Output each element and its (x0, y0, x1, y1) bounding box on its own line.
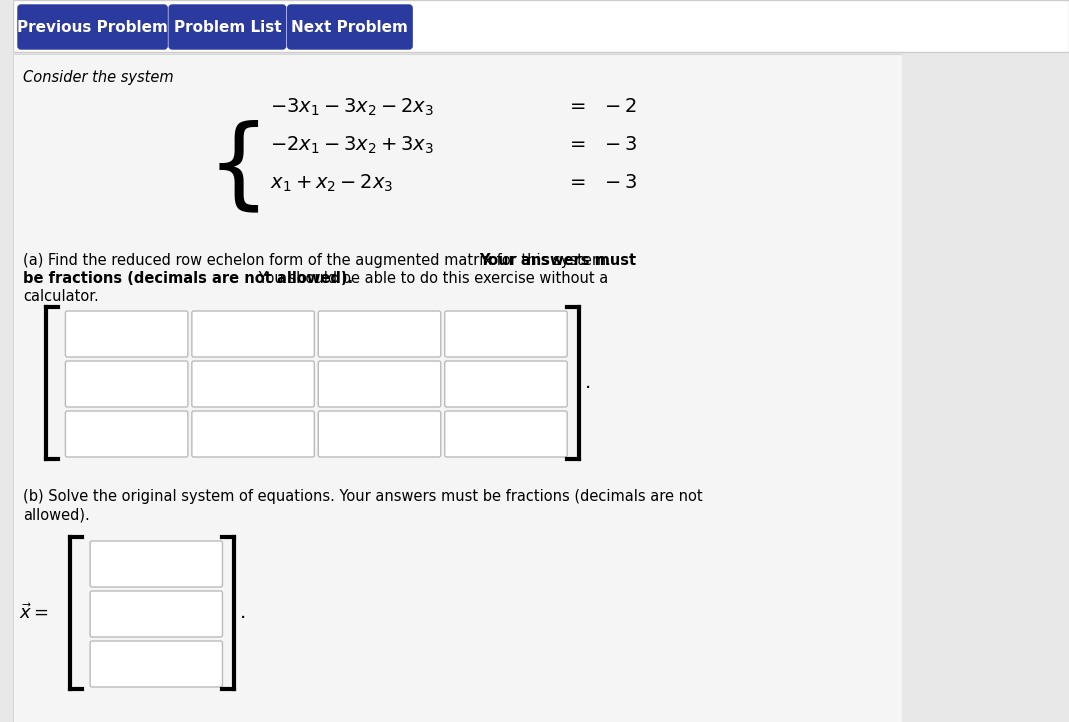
Text: (a) Find the reduced row echelon form of the augmented matrix for this system.: (a) Find the reduced row echelon form of… (22, 253, 616, 268)
FancyBboxPatch shape (445, 361, 568, 407)
FancyBboxPatch shape (902, 54, 1069, 722)
Text: $-3x_1 - 3x_2 - 2x_3$: $-3x_1 - 3x_2 - 2x_3$ (269, 96, 434, 118)
Text: Next Problem: Next Problem (292, 19, 408, 35)
FancyBboxPatch shape (445, 411, 568, 457)
Text: $x_1 + x_2 - 2x_3$: $x_1 + x_2 - 2x_3$ (269, 173, 393, 193)
FancyBboxPatch shape (319, 411, 440, 457)
Text: Consider the system: Consider the system (22, 70, 173, 85)
Text: {: { (206, 120, 270, 217)
FancyBboxPatch shape (288, 5, 413, 49)
Text: allowed).: allowed). (22, 507, 90, 522)
FancyBboxPatch shape (445, 311, 568, 357)
Text: You should be able to do this exercise without a: You should be able to do this exercise w… (254, 271, 608, 286)
FancyBboxPatch shape (191, 361, 314, 407)
Text: calculator.: calculator. (22, 289, 98, 304)
FancyBboxPatch shape (65, 361, 188, 407)
FancyBboxPatch shape (90, 641, 222, 687)
FancyBboxPatch shape (191, 411, 314, 457)
FancyBboxPatch shape (13, 0, 1069, 52)
FancyBboxPatch shape (65, 311, 188, 357)
Text: $-2x_1 - 3x_2 + 3x_3$: $-2x_1 - 3x_2 + 3x_3$ (269, 134, 434, 156)
FancyBboxPatch shape (90, 591, 222, 637)
Text: Your answers must: Your answers must (479, 253, 636, 268)
Text: Previous Problem: Previous Problem (17, 19, 168, 35)
FancyBboxPatch shape (169, 5, 285, 49)
Text: $=\;\;-3$: $=\;\;-3$ (567, 136, 637, 155)
Text: $=\;\;-2$: $=\;\;-2$ (567, 97, 637, 116)
Text: (b) Solve the original system of equations. Your answers must be fractions (deci: (b) Solve the original system of equatio… (22, 489, 702, 504)
FancyBboxPatch shape (65, 411, 188, 457)
FancyBboxPatch shape (319, 311, 440, 357)
FancyBboxPatch shape (191, 311, 314, 357)
Text: $\vec{x} =$: $\vec{x} =$ (19, 603, 48, 623)
Text: .: . (241, 604, 247, 622)
FancyBboxPatch shape (13, 54, 902, 722)
FancyBboxPatch shape (90, 541, 222, 587)
Text: Problem List: Problem List (173, 19, 281, 35)
FancyBboxPatch shape (319, 361, 440, 407)
Text: be fractions (decimals are not allowed).: be fractions (decimals are not allowed). (22, 271, 353, 286)
FancyBboxPatch shape (18, 5, 167, 49)
Text: $=\;\;-3$: $=\;\;-3$ (567, 173, 637, 193)
Text: .: . (585, 373, 591, 393)
